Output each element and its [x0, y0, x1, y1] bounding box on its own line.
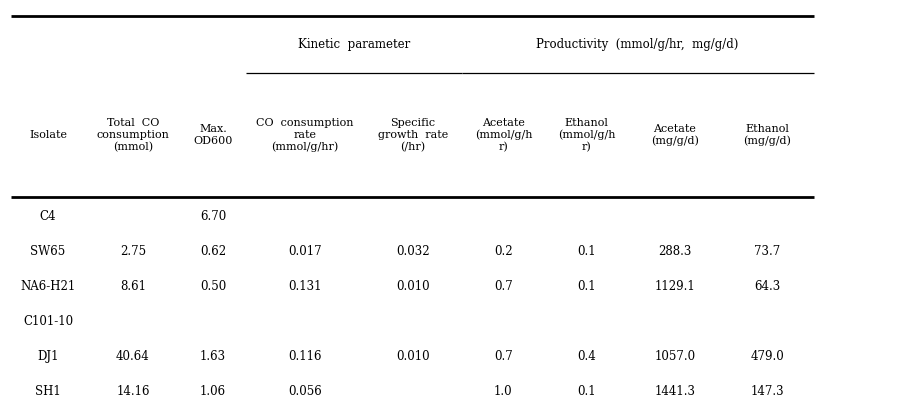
Text: Max.
OD600: Max. OD600 [193, 124, 233, 146]
Text: 0.1: 0.1 [578, 280, 596, 293]
Text: 0.131: 0.131 [288, 280, 321, 293]
Text: C4: C4 [40, 210, 56, 223]
Text: 0.1: 0.1 [578, 245, 596, 258]
Text: Acetate
(mmol/g/h
r): Acetate (mmol/g/h r) [474, 118, 532, 152]
Text: SW65: SW65 [31, 245, 65, 258]
Text: 0.116: 0.116 [288, 350, 321, 362]
Text: 6.70: 6.70 [200, 210, 226, 223]
Text: DJ1: DJ1 [37, 350, 59, 362]
Text: Productivity  (mmol/g/hr,  mg/g/d): Productivity (mmol/g/hr, mg/g/d) [536, 38, 739, 51]
Text: CO  consumption
rate
(mmol/g/hr): CO consumption rate (mmol/g/hr) [256, 118, 354, 152]
Text: 0.2: 0.2 [494, 245, 512, 258]
Text: 1.63: 1.63 [200, 350, 226, 362]
Text: 0.032: 0.032 [395, 245, 430, 258]
Text: 2.75: 2.75 [120, 245, 146, 258]
Text: 0.017: 0.017 [288, 245, 322, 258]
Text: 0.7: 0.7 [494, 350, 512, 362]
Text: 8.61: 8.61 [120, 280, 146, 293]
Text: 0.010: 0.010 [395, 280, 430, 293]
Text: Kinetic  parameter: Kinetic parameter [297, 38, 410, 51]
Text: 73.7: 73.7 [755, 245, 780, 258]
Text: 64.3: 64.3 [755, 280, 780, 293]
Text: 1129.1: 1129.1 [655, 280, 695, 293]
Text: C101-10: C101-10 [23, 315, 73, 328]
Text: 288.3: 288.3 [658, 245, 691, 258]
Text: 0.4: 0.4 [578, 350, 596, 362]
Text: 0.056: 0.056 [288, 385, 322, 397]
Text: 0.7: 0.7 [494, 280, 512, 293]
Text: 0.62: 0.62 [200, 245, 226, 258]
Text: Acetate
(mg/g/d): Acetate (mg/g/d) [651, 124, 698, 146]
Text: 0.010: 0.010 [395, 350, 430, 362]
Text: 0.1: 0.1 [578, 385, 596, 397]
Text: 479.0: 479.0 [750, 350, 785, 362]
Text: 14.16: 14.16 [116, 385, 150, 397]
Text: 1441.3: 1441.3 [654, 385, 696, 397]
Text: 1.06: 1.06 [200, 385, 226, 397]
Text: Specific
growth  rate
(/hr): Specific growth rate (/hr) [377, 118, 448, 152]
Text: SH1: SH1 [35, 385, 61, 397]
Text: Ethanol
(mg/g/d): Ethanol (mg/g/d) [744, 124, 791, 146]
Text: 40.64: 40.64 [116, 350, 150, 362]
Text: Isolate: Isolate [29, 130, 67, 140]
Text: Ethanol
(mmol/g/h
r): Ethanol (mmol/g/h r) [558, 118, 616, 152]
Text: 147.3: 147.3 [750, 385, 785, 397]
Text: NA6-H21: NA6-H21 [21, 280, 75, 293]
Text: 1.0: 1.0 [494, 385, 512, 397]
Text: 0.50: 0.50 [200, 280, 226, 293]
Text: 1057.0: 1057.0 [654, 350, 696, 362]
Text: Total  CO
consumption
(mmol): Total CO consumption (mmol) [96, 118, 170, 152]
